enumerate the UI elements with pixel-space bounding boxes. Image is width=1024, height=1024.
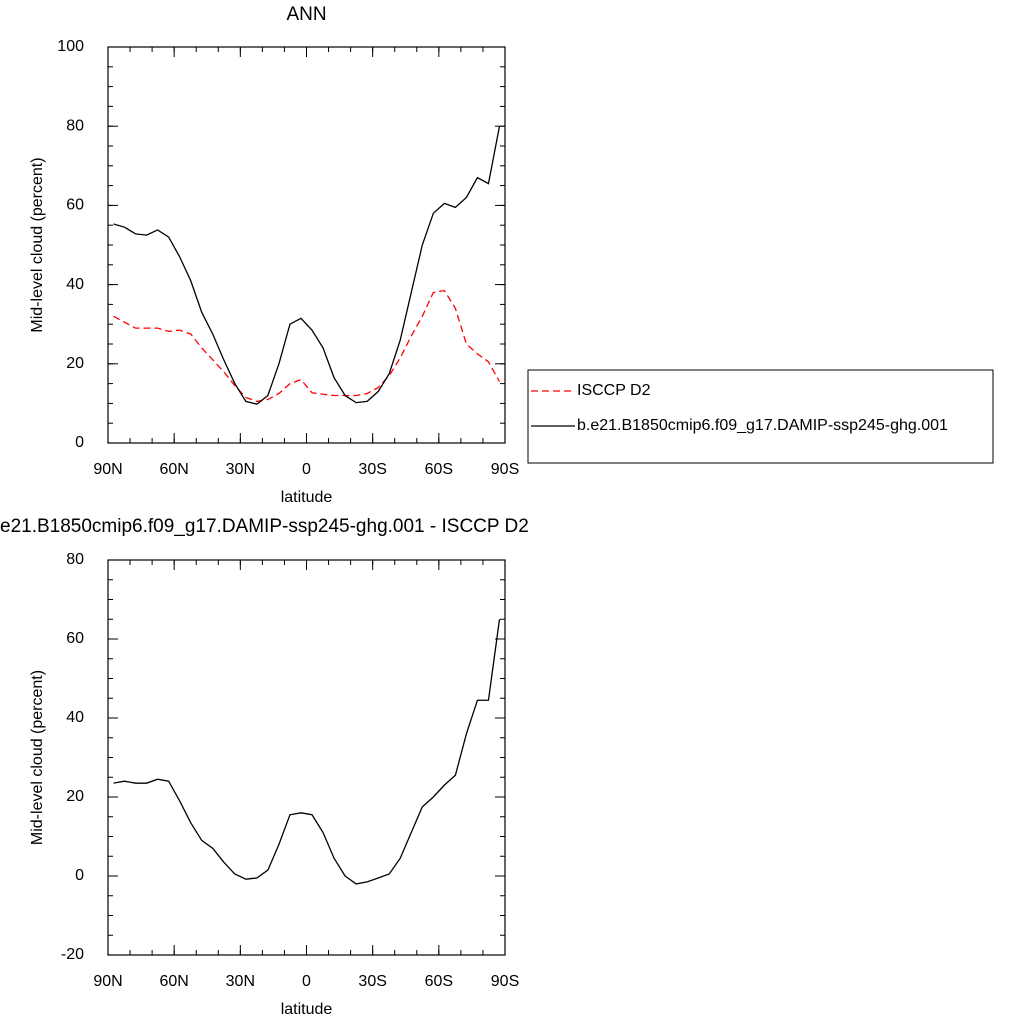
y-tick-label: 20 (66, 355, 84, 372)
x-tick-label: 30S (358, 461, 386, 478)
y-tick-label: 80 (66, 117, 84, 134)
y-tick-label: 20 (66, 788, 84, 805)
y-axis-label: Mid-level cloud (percent) (29, 670, 46, 845)
data-line (113, 126, 501, 405)
x-tick-label: 90S (491, 461, 519, 478)
x-axis-label: latitude (281, 1001, 333, 1018)
x-tick-label: 0 (302, 461, 311, 478)
chart-title: e21.B1850cmip6.f09_g17.DAMIP-ssp245-ghg.… (0, 516, 529, 537)
legend-box (527, 369, 994, 464)
x-tick-label: 90S (491, 973, 519, 990)
y-tick-label: 60 (66, 197, 84, 214)
y-tick-label: 100 (57, 38, 84, 55)
chart-title: ANN (286, 4, 326, 25)
x-tick-label: 30N (226, 461, 255, 478)
x-tick-label: 30S (358, 973, 386, 990)
legend-label: ISCCP D2 (577, 382, 651, 399)
x-tick-label: 60S (425, 973, 453, 990)
x-tick-label: 60N (159, 973, 188, 990)
data-line (113, 289, 501, 403)
x-tick-label: 60N (159, 461, 188, 478)
y-tick-label: 40 (66, 276, 84, 293)
y-tick-label: 80 (66, 551, 84, 568)
plot-frame (107, 559, 506, 956)
y-tick-label: 40 (66, 709, 84, 726)
y-tick-label: 0 (75, 434, 84, 451)
x-tick-label: 0 (302, 973, 311, 990)
x-tick-label: 60S (425, 461, 453, 478)
x-tick-label: 30N (226, 973, 255, 990)
y-tick-label: 60 (66, 630, 84, 647)
y-axis-label: Mid-level cloud (percent) (29, 157, 46, 332)
plot-frame (107, 46, 506, 444)
x-axis-label: latitude (281, 489, 333, 506)
legend-label: b.e21.B1850cmip6.f09_g17.DAMIP-ssp245-gh… (577, 417, 948, 434)
data-line (113, 619, 501, 885)
y-tick-label: 0 (75, 867, 84, 884)
x-tick-label: 90N (93, 461, 122, 478)
y-tick-label: -20 (61, 946, 84, 963)
x-tick-label: 90N (93, 973, 122, 990)
